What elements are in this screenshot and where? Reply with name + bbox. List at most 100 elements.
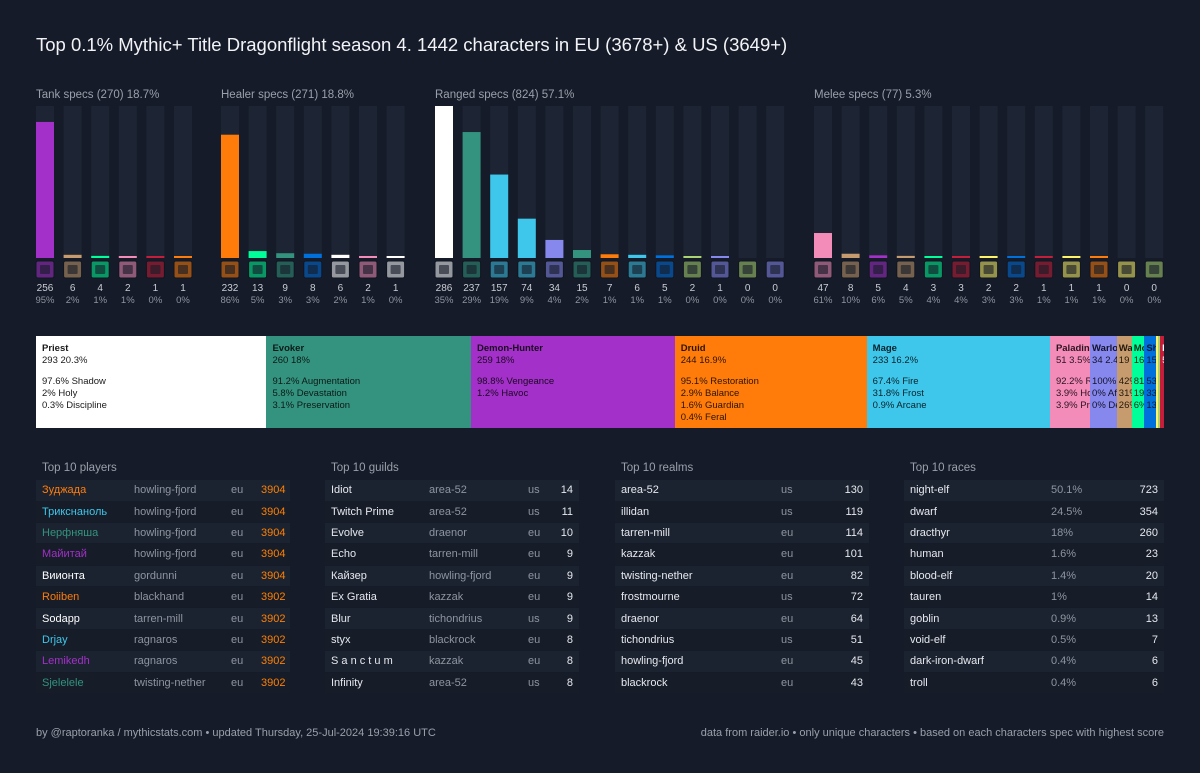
bar-value-label: 3 (931, 283, 937, 294)
treemap-tile-mage: Mage 233 16.2% 67.4% Fire 31.8% Frost 0.9% A… (866, 336, 1051, 428)
bar-value-label: 8 (848, 283, 854, 294)
race-count: 6 (1151, 676, 1158, 689)
tile-class-name: Warlock (1092, 343, 1118, 354)
bar-brewmaster (91, 255, 110, 258)
bar-pct-label: 5% (899, 295, 913, 305)
guild-realm: tichondrius (429, 612, 483, 625)
player-realm: howling-fjord (134, 548, 197, 561)
race-count: 23 (1145, 548, 1158, 561)
bar-balance (600, 254, 619, 258)
guild-realm: kazzak (429, 591, 464, 604)
player-realm: ragnaros (134, 633, 178, 646)
spec-icon-glyph (983, 265, 994, 274)
bar-value-label: 74 (521, 283, 533, 294)
guild-count: 9 (566, 548, 573, 561)
table-row: void-elf 0.5% 7 (904, 629, 1164, 651)
guild-region: us (528, 612, 540, 625)
bar-arcane (628, 254, 647, 258)
tile-count: 51 3.5% (1055, 355, 1091, 366)
bar-track (1117, 106, 1136, 258)
guild-name: Idiot (331, 484, 352, 497)
tile-spec-share: 3.1% Preservation (272, 400, 351, 411)
realm-count: 51 (850, 633, 863, 646)
treemap-tile-shaman: Shaman15 1% 53% Restoration33% Elemental1… (1144, 336, 1157, 428)
player-name: Майитай (42, 548, 87, 561)
spec-icon-glyph (494, 265, 505, 274)
bar-track (386, 106, 405, 258)
guild-name: Infinity (331, 676, 363, 689)
race-name: troll (910, 676, 928, 689)
guild-count: 9 (566, 569, 573, 582)
bar-track (683, 106, 702, 258)
guild-region: eu (528, 527, 541, 540)
treemap-tile-evoker: Evoker 260 18% 91.2% Augmentation 5.8% Deva… (266, 336, 472, 428)
table-row: Echo tarren-mill eu 9 (325, 544, 579, 565)
bar-fire (490, 174, 509, 258)
player-name: Lemikedh (42, 655, 90, 668)
bar-track (814, 106, 832, 258)
race-pct: 0.5% (1051, 633, 1077, 646)
table-row: Blur tichondrius us 9 (325, 608, 579, 629)
tile-count: 233 16.2% (872, 355, 919, 366)
guild-name: Echo (331, 548, 357, 561)
spec-icon-glyph (1038, 265, 1049, 274)
realm-name: area-52 (621, 484, 659, 497)
bar-shadow (435, 106, 453, 258)
tile-count: 244 16.9% (680, 355, 727, 366)
bar-devastation (573, 250, 591, 258)
table-row: dracthyr 18% 260 (904, 522, 1164, 544)
spec-icon-glyph (715, 265, 725, 274)
tile-count: 15 1% (1146, 355, 1157, 366)
table-row: tarren-mill eu 114 (615, 522, 869, 544)
ranged-group-label: Ranged specs (824) 57.1% (435, 89, 575, 101)
realm-region: eu (781, 676, 794, 689)
realm-name: illidan (621, 505, 650, 518)
table-row: Ex Gratia kazzak eu 9 (325, 586, 579, 608)
tile-spec-share: 2% Holy (42, 388, 78, 399)
player-score: 3904 (261, 527, 286, 540)
tile-count: 16 1.1% (1133, 355, 1145, 366)
tile-spec-share: 13% Enhancement (1146, 400, 1157, 411)
table-row: night-elf 50.1% 723 (904, 480, 1164, 501)
table-row: Lemikedh ragnaros eu 3902 (36, 651, 290, 672)
guild-region: us (528, 484, 540, 497)
guild-realm: howling-fjord (429, 569, 492, 582)
guild-name: Кайзер (331, 569, 367, 582)
spec-icon-glyph (150, 265, 161, 274)
bar-augmentation (462, 132, 481, 258)
guild-count: 8 (566, 633, 573, 646)
table-row: blood-elf 1.4% 20 (904, 565, 1164, 587)
top-players-table: Top 10 players Зуджада howling-fjord eu 390… (36, 462, 290, 694)
guild-region: us (528, 505, 540, 518)
melee-group-label: Melee specs (77) 5.3% (814, 89, 932, 101)
player-name: Roiiben (42, 591, 80, 604)
tile-spec-share: 100% Destruction (1092, 376, 1117, 387)
player-name: Нерфняша (42, 527, 99, 540)
spec-icon-glyph (956, 265, 966, 274)
player-realm: twisting-nether (134, 676, 206, 689)
guild-realm: area-52 (429, 484, 467, 497)
top-races-title: Top 10 races (910, 462, 976, 474)
bar-track (1090, 106, 1108, 258)
tile-spec-share: 91.2% Augmentation (272, 376, 361, 387)
bar-value-label: 4 (903, 283, 909, 294)
bar-track (91, 106, 110, 258)
table-row: area-52 us 130 (615, 480, 869, 501)
player-score: 3904 (261, 505, 286, 518)
guild-name: Ex Gratia (331, 591, 377, 604)
player-score: 3902 (261, 612, 286, 625)
spec-icon-glyph (604, 265, 615, 274)
table-row: Sodapp tarren-mill eu 3902 (36, 608, 290, 629)
tile-class-name: Warrior (1118, 343, 1133, 354)
guild-count: 9 (566, 612, 573, 625)
bar-value-label: 6 (634, 283, 640, 294)
realm-name: tarren-mill (621, 527, 670, 540)
guild-count: 14 (560, 484, 573, 497)
bar-value-label: 0 (1124, 283, 1130, 294)
spec-icon-glyph (252, 265, 263, 274)
bar-mistweaver (248, 251, 267, 258)
race-count: 14 (1145, 591, 1158, 604)
realm-count: 130 (844, 484, 863, 497)
bar-protection-warrior- (63, 254, 82, 258)
tile-class-name: Priest (42, 343, 69, 354)
